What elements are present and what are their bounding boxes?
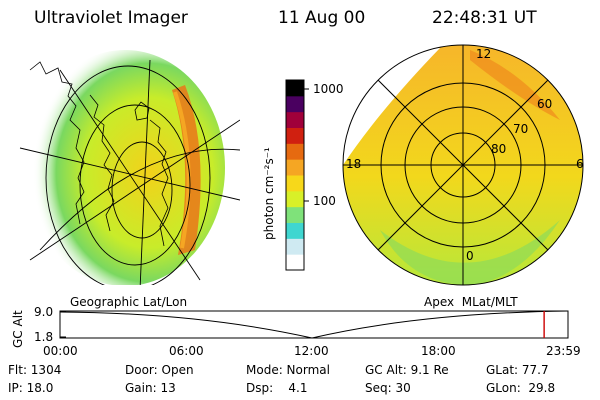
colorbar-segment (286, 111, 304, 128)
mlt-label-12: 12 (476, 47, 492, 61)
colorbar-segment (286, 238, 304, 255)
ip-value: IP: 18.0 (8, 381, 54, 395)
auroral-oval-band (172, 85, 201, 255)
time-tick-2359: 23:59 (546, 344, 581, 358)
colorbar-segment (286, 190, 304, 208)
sequence-number: Seq: 30 (365, 381, 411, 395)
altitude-plot-frame (59, 310, 569, 339)
mlt-label-0: 0 (466, 249, 474, 263)
lat-lon-grid (19, 59, 240, 285)
colorbar-segment (286, 95, 304, 113)
time-tick-0000: 00:00 (43, 344, 78, 358)
flight-number: Flt: 1304 (8, 363, 62, 377)
dsp-value: Dsp: 4.1 (246, 381, 308, 395)
colorbar (286, 80, 304, 271)
colorbar-label-1000: 1000 (313, 82, 344, 96)
altitude-curve (59, 310, 569, 339)
colorbar-segment (286, 159, 304, 176)
door-status: Door: Open (125, 363, 194, 377)
colorbar-unit-label: photon cm⁻²s⁻¹ (262, 147, 276, 240)
altitude-y-label-9: 9.0 (34, 305, 54, 319)
colorbar-segment (286, 206, 304, 223)
mlt-label-18: 18 (346, 157, 362, 171)
lat-label-80: 80 (491, 142, 507, 156)
colorbar-segment (286, 175, 304, 192)
colorbar-label-100: 100 (313, 194, 336, 208)
lat-label-60: 60 (537, 97, 553, 111)
time-tick-1200: 12:00 (294, 344, 329, 358)
nightside-region (380, 220, 560, 285)
right-panel-label: Apex MLat/MLT (424, 295, 518, 309)
altitude-plot (59, 310, 569, 339)
colorbar-segment (286, 222, 304, 239)
altitude-y-label-1.8: 1.8 (34, 330, 54, 344)
time-label: 22:48:31 UT (432, 8, 537, 28)
polar-grid (342, 44, 584, 286)
lat-label-70: 70 (513, 122, 529, 136)
colorbar-segment (286, 254, 304, 271)
date-label: 11 Aug 00 (278, 8, 366, 28)
left-panel-label: Geographic Lat/Lon (70, 295, 188, 309)
geographic-latitude: GLat: 77.7 (486, 363, 549, 377)
altitude-axis-title: GC Alt (11, 310, 25, 348)
time-tick-1800: 18:00 (421, 344, 456, 358)
coastlines (29, 61, 169, 247)
geographic-longitude: GLon: 29.8 (486, 381, 556, 395)
colorbar-segment (286, 80, 304, 97)
mode-value: Mode: Normal (246, 363, 330, 377)
colorbar-frame (285, 79, 305, 271)
time-tick-0600: 06:00 (169, 344, 204, 358)
gain-value: Gain: 13 (125, 381, 176, 395)
mlt-label-6: 6 (576, 157, 584, 171)
dayside-arc (470, 50, 560, 120)
colorbar-segment (286, 143, 304, 160)
gc-altitude: GC Alt: 9.1 Re (365, 363, 449, 377)
instrument-title: Ultraviolet Imager (34, 8, 188, 28)
colorbar-segment (286, 127, 304, 144)
